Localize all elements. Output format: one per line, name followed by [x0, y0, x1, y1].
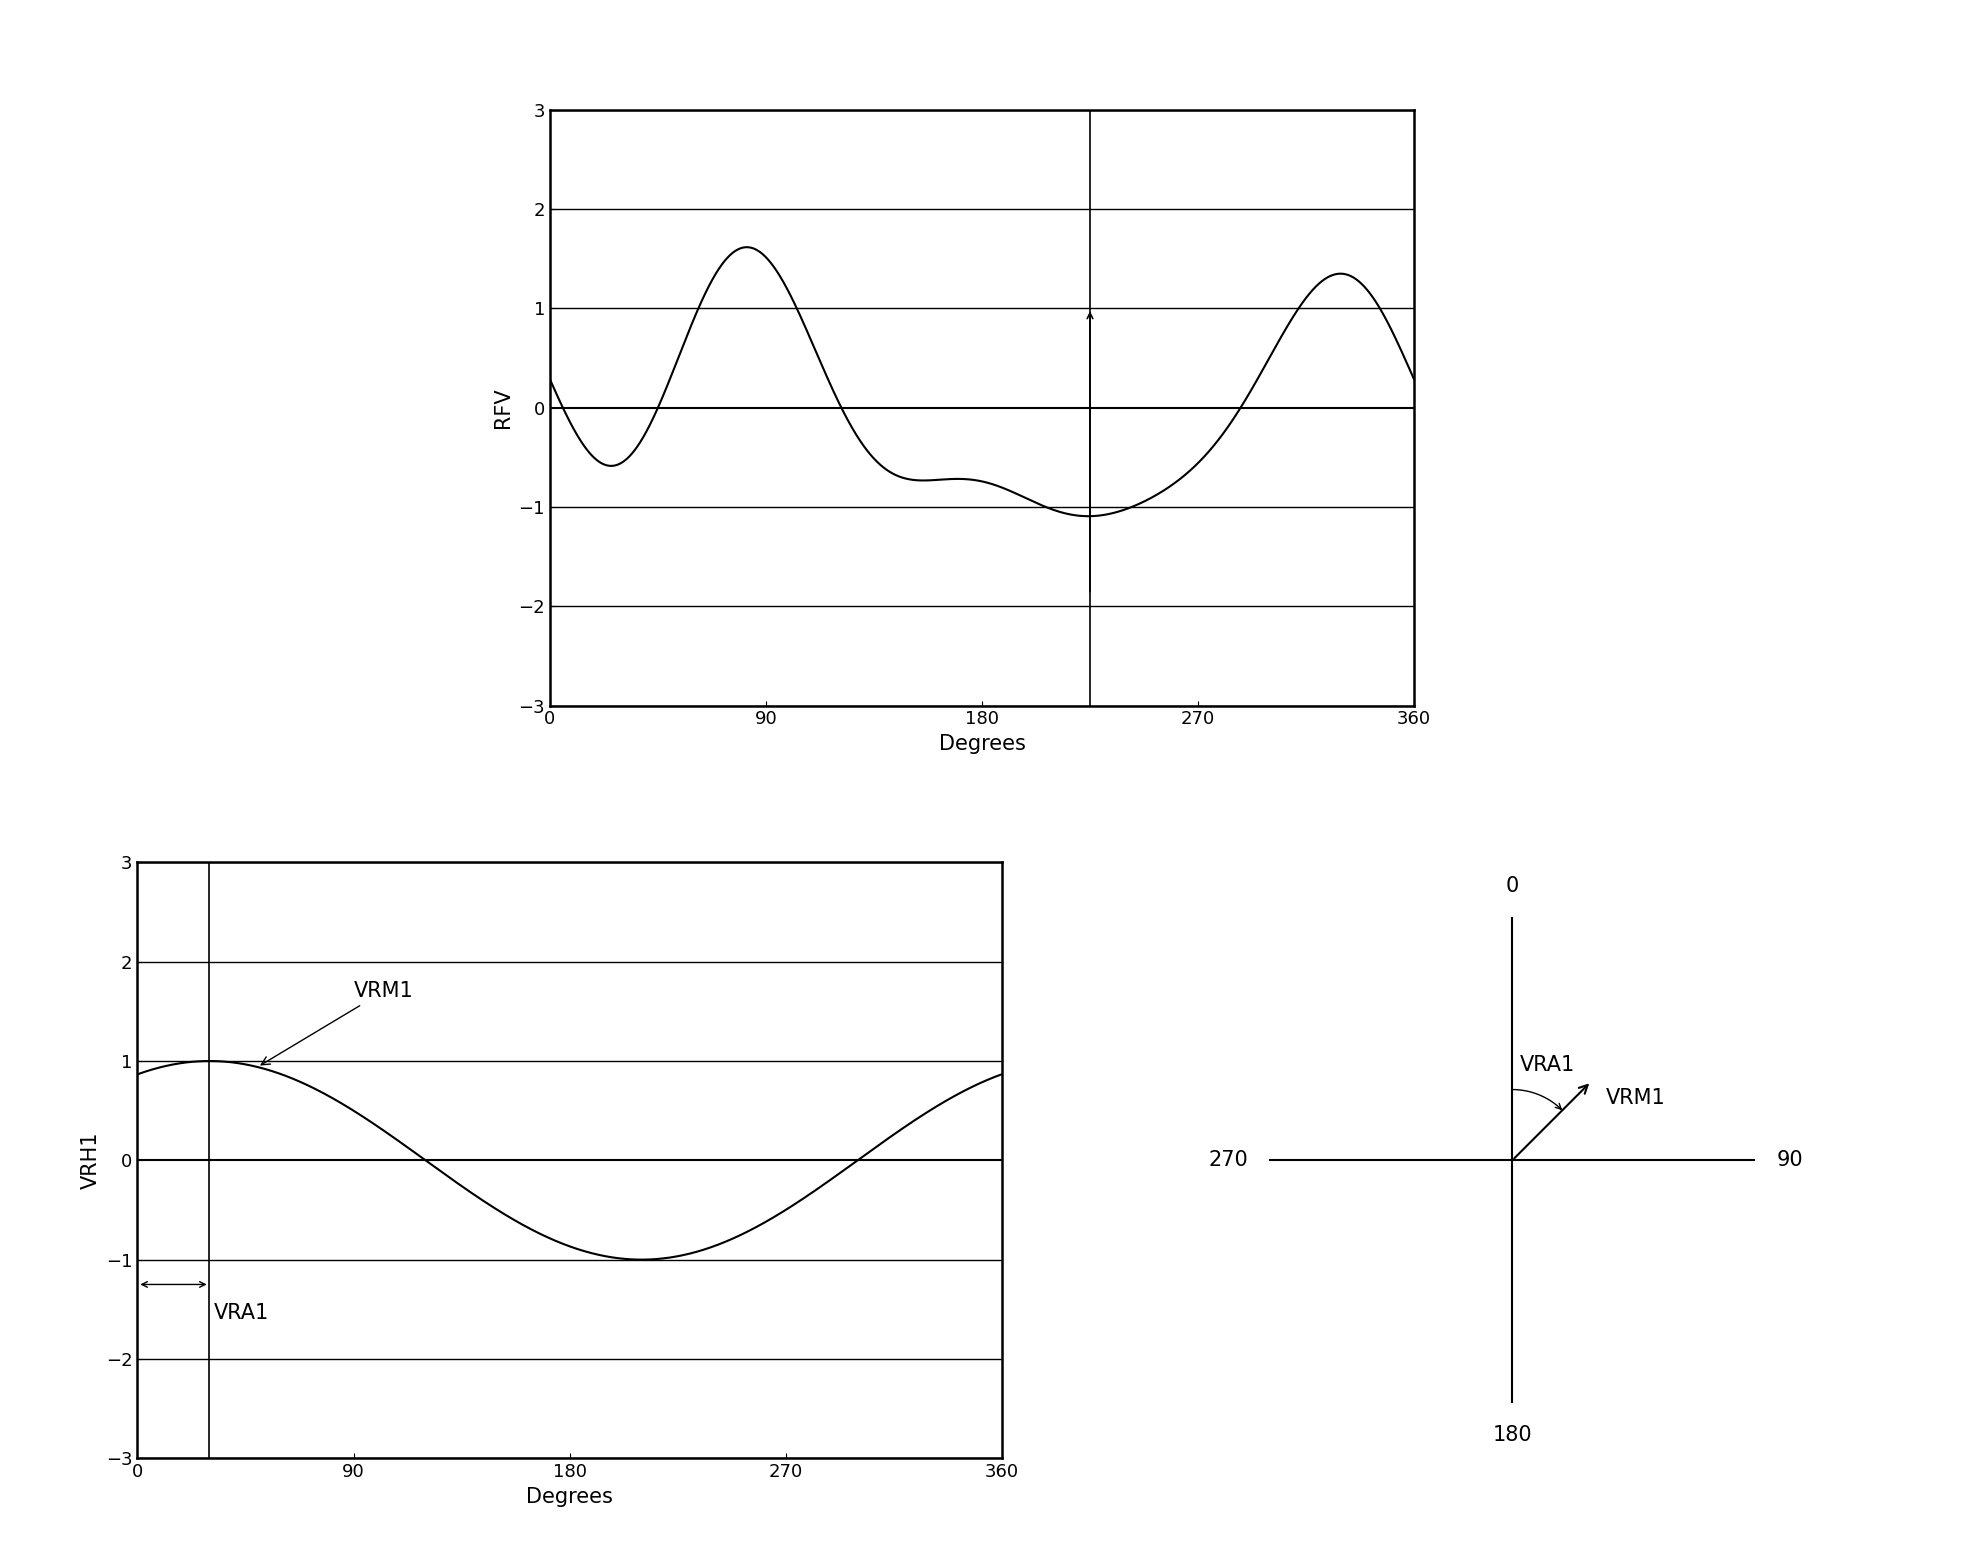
Y-axis label: RFV: RFV: [493, 387, 513, 428]
Text: VRA1: VRA1: [1520, 1055, 1575, 1076]
Y-axis label: VRH1: VRH1: [81, 1132, 100, 1189]
X-axis label: Degrees: Degrees: [939, 734, 1025, 754]
Text: 180: 180: [1493, 1425, 1532, 1444]
Text: 270: 270: [1208, 1151, 1247, 1170]
X-axis label: Degrees: Degrees: [526, 1486, 613, 1507]
Text: 0: 0: [1506, 877, 1518, 895]
Text: VRM1: VRM1: [261, 982, 412, 1065]
Text: VRA1: VRA1: [214, 1303, 269, 1323]
Text: VRM1: VRM1: [1607, 1088, 1665, 1107]
Text: 90: 90: [1777, 1151, 1803, 1170]
